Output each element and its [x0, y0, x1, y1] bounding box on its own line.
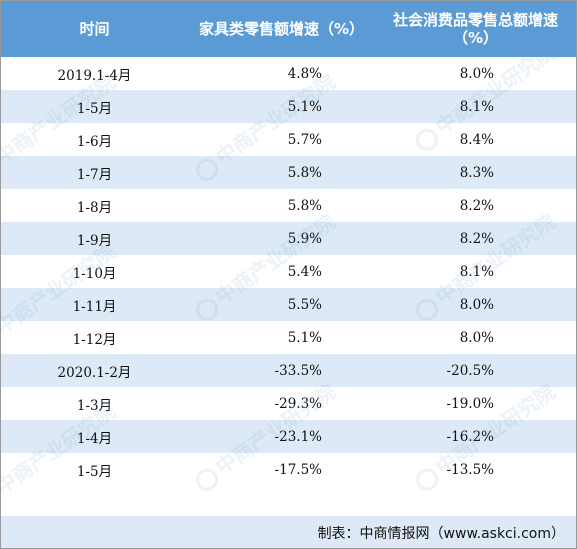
table-row: 2019.1-4月 4.8% 8.0% [1, 57, 576, 90]
cell-time: 1-11月 [1, 288, 188, 321]
cell-retail-total-growth: 8.2% [375, 222, 576, 255]
table-row: 1-6月 5.7% 8.4% [1, 123, 576, 156]
header-retail-total-growth: 社会消费品零售总额增速（%） [375, 1, 576, 57]
cell-furniture-growth: 5.4% [188, 255, 375, 288]
cell-furniture-growth: 5.1% [188, 90, 375, 123]
table-row: 1-5月 5.1% 8.1% [1, 90, 576, 123]
table-row: 1-7月 5.8% 8.3% [1, 156, 576, 189]
table-row: 2020.1-2月 -33.5% -20.5% [1, 354, 576, 387]
table-body: 2019.1-4月 4.8% 8.0% 1-5月 5.1% 8.1% 1-6月 5.7% 8.4… [1, 57, 576, 486]
table-row: 1-10月 5.4% 8.1% [1, 255, 576, 288]
cell-furniture-growth: 4.8% [188, 57, 375, 90]
cell-time: 1-5月 [1, 90, 188, 123]
cell-retail-total-growth: 8.0% [375, 288, 576, 321]
cell-retail-total-growth: 8.1% [375, 90, 576, 123]
cell-furniture-growth: 5.8% [188, 156, 375, 189]
table-row: 1-3月 -29.3% -19.0% [1, 387, 576, 420]
cell-furniture-growth: 5.7% [188, 123, 375, 156]
table-row: 1-12月 5.1% 8.0% [1, 321, 576, 354]
watermark-logo-icon [1, 483, 3, 515]
table-row: 1-5月 -17.5% -13.5% [1, 453, 576, 486]
table-row: 1-8月 5.8% 8.2% [1, 189, 576, 222]
cell-time: 2020.1-2月 [1, 354, 188, 387]
cell-furniture-growth: -29.3% [188, 387, 375, 420]
cell-retail-total-growth: 8.1% [375, 255, 576, 288]
cell-time: 1-8月 [1, 189, 188, 222]
cell-retail-total-growth: 8.4% [375, 123, 576, 156]
cell-time: 1-9月 [1, 222, 188, 255]
cell-time: 1-7月 [1, 156, 188, 189]
cell-time: 1-10月 [1, 255, 188, 288]
cell-retail-total-growth: -16.2% [375, 420, 576, 453]
table-header-row: 时间 家具类零售额增速（%） 社会消费品零售总额增速（%） [1, 1, 576, 57]
cell-time: 1-4月 [1, 420, 188, 453]
source-bar: 制表：中商情报网（www.askci.com） [1, 516, 576, 548]
cell-furniture-growth: 5.5% [188, 288, 375, 321]
cell-time: 1-6月 [1, 123, 188, 156]
cell-retail-total-growth: -13.5% [375, 453, 576, 486]
cell-furniture-growth: 5.1% [188, 321, 375, 354]
cell-retail-total-growth: 8.0% [375, 57, 576, 90]
table-row: 1-4月 -23.1% -16.2% [1, 420, 576, 453]
cell-furniture-growth: -17.5% [188, 453, 375, 486]
cell-furniture-growth: 5.9% [188, 222, 375, 255]
cell-retail-total-growth: 8.0% [375, 321, 576, 354]
table-row: 1-11月 5.5% 8.0% [1, 288, 576, 321]
table-row: 1-9月 5.9% 8.2% [1, 222, 576, 255]
retail-growth-table: 时间 家具类零售额增速（%） 社会消费品零售总额增速（%） 2019.1-4月 4… [1, 1, 576, 486]
cell-furniture-growth: -23.1% [188, 420, 375, 453]
header-time: 时间 [1, 1, 188, 57]
cell-retail-total-growth: 8.3% [375, 156, 576, 189]
cell-time: 1-12月 [1, 321, 188, 354]
cell-retail-total-growth: 8.2% [375, 189, 576, 222]
header-furniture-growth: 家具类零售额增速（%） [188, 1, 375, 57]
cell-retail-total-growth: -20.5% [375, 354, 576, 387]
cell-time: 1-5月 [1, 453, 188, 486]
cell-retail-total-growth: -19.0% [375, 387, 576, 420]
source-note: 制表：中商情报网（www.askci.com） [317, 526, 565, 542]
cell-furniture-growth: 5.8% [188, 189, 375, 222]
cell-time: 2019.1-4月 [1, 57, 188, 90]
cell-furniture-growth: -33.5% [188, 354, 375, 387]
cell-time: 1-3月 [1, 387, 188, 420]
